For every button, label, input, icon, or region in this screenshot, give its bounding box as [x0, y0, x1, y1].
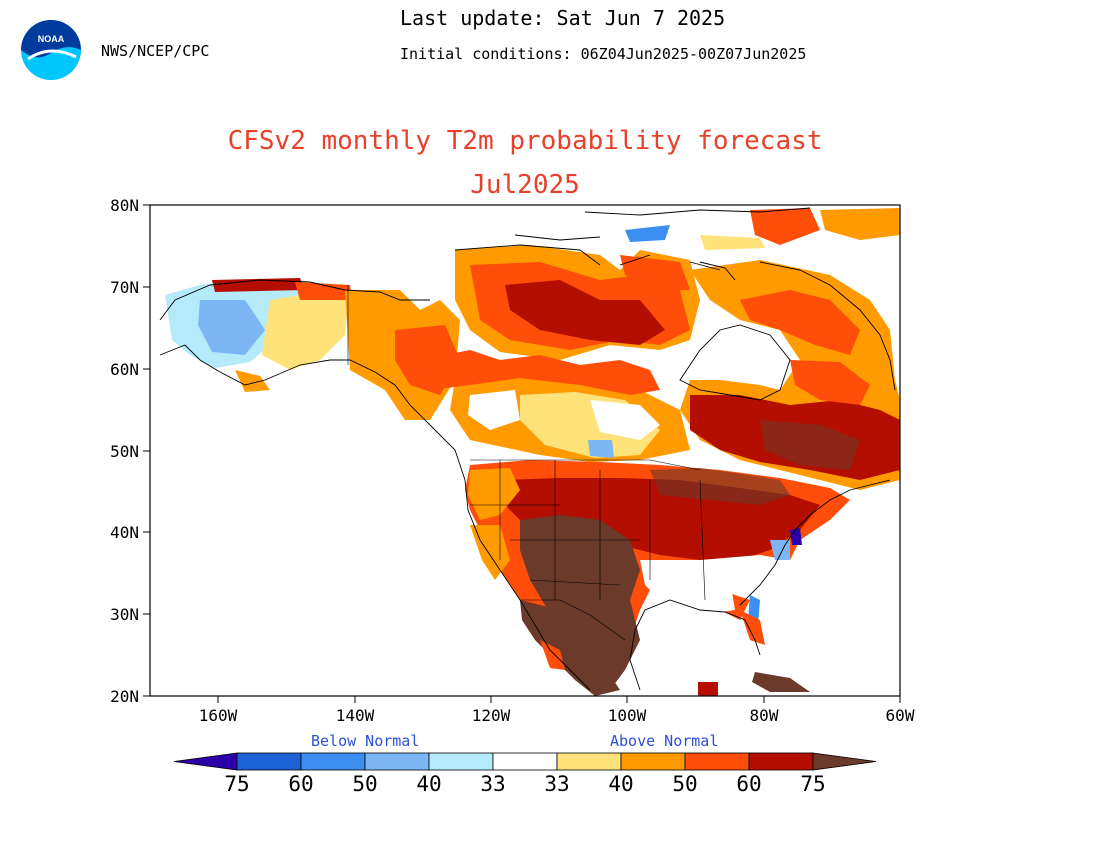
- colorbar-label: 40: [608, 772, 634, 796]
- colorbar-arrow-left: [173, 752, 238, 771]
- org-label: NWS/NCEP/CPC: [101, 42, 210, 60]
- noaa-logo: NOAA: [20, 19, 82, 81]
- colorbar-label: 60: [288, 772, 314, 796]
- y-tick-label: 70N: [110, 278, 139, 297]
- colorbar-swatch: [620, 752, 686, 771]
- colorbar-label: 40: [416, 772, 442, 796]
- colorbar-label: 75: [224, 772, 250, 796]
- colorbar-swatch: [556, 752, 622, 771]
- x-tick-label: 120W: [471, 706, 511, 725]
- noaa-logo-text: NOAA: [38, 34, 65, 44]
- colorbar: [173, 752, 877, 771]
- x-tick-marks: [217, 696, 901, 703]
- initial-conditions: Initial conditions: 06Z04Jun2025-00Z07Ju…: [400, 45, 807, 63]
- map-subtitle: Jul2025: [470, 170, 580, 200]
- colorbar-label: 75: [800, 772, 826, 796]
- y-tick-label: 30N: [110, 605, 139, 624]
- colorbar-swatch: [300, 752, 366, 771]
- below-normal-label: Below Normal: [311, 732, 420, 750]
- colorbar-swatch: [684, 752, 750, 771]
- political-borders: [347, 285, 706, 641]
- y-tick-label: 40N: [110, 523, 139, 542]
- colorbar-label: 60: [736, 772, 762, 796]
- coastlines: [159, 207, 896, 691]
- y-tick-label: 80N: [110, 196, 139, 215]
- y-tick-marks: [143, 204, 150, 697]
- x-tick-label: 60W: [885, 706, 915, 725]
- colorbar-swatch: [236, 752, 302, 771]
- map-title: CFSv2 monthly T2m probability forecast: [227, 126, 823, 156]
- x-tick-label: 100W: [607, 706, 647, 725]
- colorbar-label: 33: [544, 772, 570, 796]
- last-update: Last update: Sat Jun 7 2025: [400, 6, 726, 30]
- y-tick-label: 20N: [110, 687, 139, 706]
- colorbar-swatch: [492, 752, 558, 771]
- forecast-shading: [165, 208, 900, 696]
- y-tick-label: 60N: [110, 360, 139, 379]
- x-tick-label: 160W: [198, 706, 238, 725]
- colorbar-swatch: [364, 752, 430, 771]
- colorbar-label: 33: [480, 772, 506, 796]
- colorbar-swatch: [748, 752, 814, 771]
- above-normal-label: Above Normal: [610, 732, 719, 750]
- y-tick-label: 50N: [110, 442, 139, 461]
- colorbar-swatch: [428, 752, 494, 771]
- colorbar-label: 50: [352, 772, 378, 796]
- x-tick-label: 80W: [749, 706, 779, 725]
- colorbar-arrow-right: [812, 752, 877, 771]
- x-tick-label: 140W: [335, 706, 375, 725]
- colorbar-label: 50: [672, 772, 698, 796]
